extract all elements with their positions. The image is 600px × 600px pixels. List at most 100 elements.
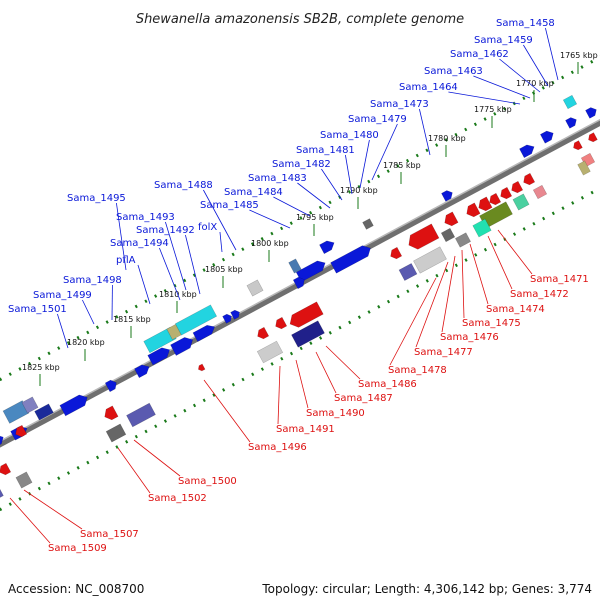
- gene-label-reverse: Sama_1476: [440, 332, 499, 343]
- gene-label-forward: Sama_1492: [136, 225, 195, 236]
- accession-text: Accession: NC_008700: [8, 582, 145, 596]
- gene-label-forward: Sama_1463: [424, 66, 483, 77]
- gene-feature: [292, 276, 305, 290]
- gene-label-forward: Sama_1481: [296, 145, 355, 156]
- gene-feature: [489, 192, 502, 206]
- gene-label-forward: Sama_1464: [399, 82, 458, 93]
- gene-label-reverse: Sama_1500: [178, 476, 237, 487]
- gene-feature: [291, 320, 325, 348]
- kbp-tick-label: 1820 kbp: [67, 338, 105, 347]
- gene-feature: [390, 246, 403, 260]
- gene-label-forward: Sama_1485: [200, 200, 259, 211]
- gene-feature: [147, 347, 171, 366]
- gene-label-reverse: Sama_1490: [306, 408, 365, 419]
- gene-label-reverse: Sama_1478: [388, 365, 447, 376]
- gene-label-reverse: Sama_1475: [462, 318, 521, 329]
- gene-feature: [512, 193, 530, 211]
- map-title: Shewanella amazonensis SB2B, complete ge…: [136, 12, 464, 27]
- gene-feature: [174, 304, 218, 336]
- gene-label-forward: Sama_1499: [33, 290, 92, 301]
- gene-feature: [289, 301, 324, 328]
- label-leader-line: [117, 447, 151, 494]
- label-leader-line: [133, 439, 181, 477]
- gene-feature: [478, 196, 493, 212]
- kbp-tick-label: 1770 kbp: [516, 79, 554, 88]
- gene-label-reverse: Sama_1471: [530, 274, 589, 285]
- gene-label-reverse: Sama_1486: [358, 379, 417, 390]
- kbp-tick-label: 1775 kbp: [474, 105, 512, 114]
- label-leader-line: [116, 202, 127, 271]
- gene-feature: [15, 471, 33, 489]
- gene-label-forward: pflA: [116, 255, 136, 266]
- kbp-tick-label: 1800 kbp: [251, 239, 289, 248]
- gene-feature: [466, 202, 481, 218]
- label-leader-line: [57, 313, 69, 349]
- gene-feature: [134, 364, 150, 379]
- gene-feature: [319, 240, 335, 255]
- gene-feature: [246, 279, 264, 297]
- gene-feature: [540, 130, 554, 144]
- gene-label-forward: Sama_1473: [370, 99, 429, 110]
- gene-feature: [222, 313, 232, 324]
- gene-label-reverse: Sama_1507: [80, 529, 139, 540]
- gene-features: [0, 94, 598, 500]
- kbp-tick-label: 1765 kbp: [560, 51, 598, 60]
- gene-feature: [362, 218, 374, 230]
- gene-feature: [398, 263, 418, 281]
- gene-feature: [408, 223, 440, 250]
- gene-label-forward: Sama_1483: [248, 173, 307, 184]
- gene-label-reverse: Sama_1502: [148, 493, 207, 504]
- gene-feature: [500, 186, 513, 200]
- label-leader-line: [9, 497, 51, 544]
- gene-label-reverse: Sama_1477: [414, 347, 473, 358]
- label-leader-line: [345, 154, 353, 195]
- gene-label-reverse: Sama_1487: [334, 393, 393, 404]
- label-leader-line: [419, 108, 431, 156]
- gene-feature: [15, 424, 28, 438]
- label-leader-line: [165, 221, 187, 291]
- gene-feature: [275, 316, 288, 330]
- gene-label-forward: Sama_1501: [8, 304, 67, 315]
- gene-label-forward: Sama_1495: [67, 193, 126, 204]
- label-leader-line: [203, 379, 251, 443]
- gene-feature: [440, 227, 456, 243]
- gene-feature: [511, 180, 524, 194]
- gene-label-forward: Sama_1482: [272, 159, 331, 170]
- label-leader-line: [203, 189, 237, 251]
- gene-label-reverse: Sama_1496: [248, 442, 307, 453]
- gene-label-forward: Sama_1458: [496, 18, 555, 29]
- gene-feature: [104, 405, 119, 421]
- label-leader-line: [23, 489, 83, 530]
- label-leader-line: [497, 229, 533, 275]
- gene-feature: [104, 379, 117, 393]
- label-leader-line: [297, 182, 331, 209]
- gene-feature: [330, 245, 371, 274]
- gene-label-forward: Sama_1493: [116, 212, 175, 223]
- label-leader-line: [371, 123, 398, 181]
- gene-label-forward: Sama_1498: [63, 275, 122, 286]
- label-leader-line: [389, 277, 437, 366]
- label-leader-line: [137, 264, 151, 305]
- gene-feature: [0, 462, 12, 476]
- label-leader-line: [469, 243, 489, 305]
- gene-feature: [256, 340, 284, 364]
- kbp-tick-label: 1815 kbp: [113, 315, 151, 324]
- gene-feature: [523, 172, 536, 186]
- label-leader-line: [415, 261, 449, 348]
- gene-feature: [0, 434, 4, 448]
- gene-feature: [230, 309, 240, 320]
- gene-label-forward: Sama_1484: [224, 187, 283, 198]
- gene-feature: [21, 396, 39, 414]
- kbp-tick-label: 1795 kbp: [296, 213, 334, 222]
- gene-feature: [444, 211, 459, 227]
- gene-feature: [455, 232, 471, 248]
- gene-feature: [413, 246, 447, 274]
- gene-feature: [441, 190, 453, 202]
- gene-feature: [198, 363, 206, 372]
- label-leader-line: [273, 196, 311, 217]
- gene-label-forward: Sama_1480: [320, 130, 379, 141]
- gene-feature: [532, 184, 548, 200]
- label-leader-line: [185, 234, 201, 295]
- label-leader-line: [461, 249, 465, 319]
